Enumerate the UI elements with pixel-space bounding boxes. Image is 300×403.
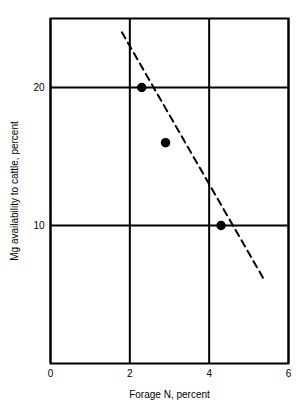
svg-text:Mg availability to cattle, per: Mg availability to cattle, percent (9, 121, 20, 261)
svg-text:Forage N, percent: Forage N, percent (129, 389, 210, 400)
svg-text:10: 10 (33, 220, 45, 231)
svg-text:0: 0 (48, 368, 54, 379)
svg-text:2: 2 (127, 368, 133, 379)
svg-text:20: 20 (33, 82, 45, 93)
svg-text:4: 4 (206, 368, 212, 379)
svg-text:6: 6 (286, 368, 292, 379)
